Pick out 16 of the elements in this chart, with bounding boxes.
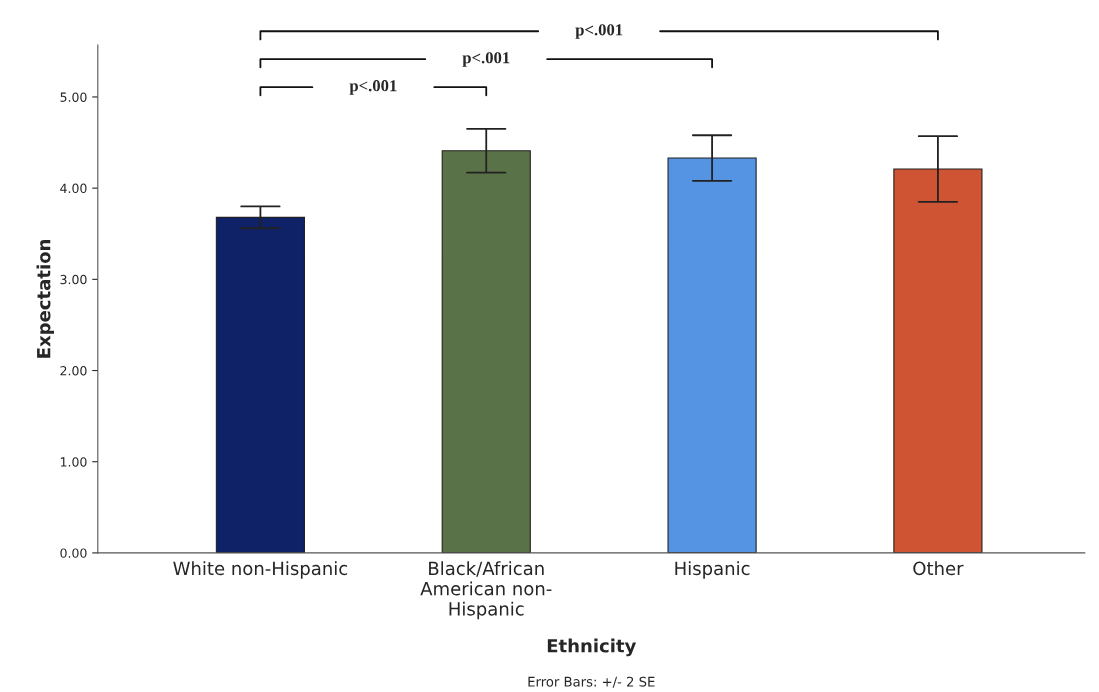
x-tick-label: Black/African American non- Hispanic: [420, 561, 552, 620]
y-tick-label: 3.00: [60, 274, 87, 285]
y-tick-label: 2.00: [60, 366, 87, 376]
x-tick-label: Other: [913, 561, 964, 576]
x-tick-label: Hispanic: [675, 561, 750, 579]
text: p<.001: [575, 24, 623, 39]
y-tick-label: 4.00: [60, 183, 87, 194]
annotation: p<.001: [462, 52, 510, 67]
y-axis-title: Expectation: [36, 239, 55, 358]
y-tick-label: 0.00: [60, 548, 87, 558]
x-tick-label: White non-Hispanic: [173, 561, 348, 579]
y-tick-label: 5.00: [60, 92, 87, 102]
x-axis-title: Ethnicity: [547, 638, 637, 657]
y-tick-label: 1.00: [60, 457, 87, 467]
text: Error Bars: +/- 2 SE: [528, 676, 655, 688]
annotation: p<.001: [349, 80, 397, 95]
